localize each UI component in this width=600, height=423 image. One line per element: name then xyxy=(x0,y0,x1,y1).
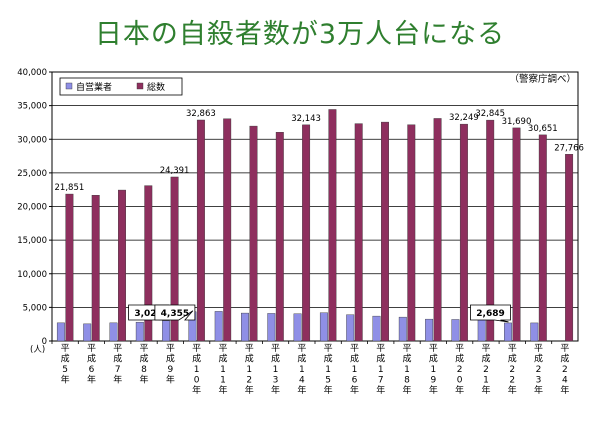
y-tick-label: 20,000 xyxy=(17,203,47,213)
x-tick-label: 平成 2 4 年 xyxy=(560,343,569,396)
bar-total xyxy=(118,189,126,342)
bar-self-employed xyxy=(267,313,276,342)
x-tick-label: 平成 1 6 年 xyxy=(350,343,359,396)
bar-total xyxy=(65,193,74,342)
callout-label: 2,689 xyxy=(476,309,504,319)
callout-label: 4,355 xyxy=(161,309,189,319)
data-label: 32,863 xyxy=(186,109,216,119)
bar-self-employed xyxy=(425,318,434,342)
source-note: （警察庁調べ） xyxy=(509,73,576,85)
bar-total xyxy=(302,124,311,342)
bar-total xyxy=(196,119,205,342)
x-tick-label: 平成 8 年 xyxy=(140,343,149,386)
legend-label-total: 総数 xyxy=(147,81,165,93)
bar-self-employed xyxy=(56,322,65,342)
x-tick-label: 平成 2 1 年 xyxy=(481,343,490,396)
x-tick-label: 平成 6 年 xyxy=(87,343,96,386)
bar-self-employed xyxy=(293,313,302,342)
bar-self-employed xyxy=(398,316,407,342)
x-tick-label: 平成 1 9 年 xyxy=(429,343,438,396)
bar-total xyxy=(538,134,547,342)
bar-self-employed xyxy=(162,320,171,342)
bar-self-employed xyxy=(346,314,355,342)
y-tick-label: 10,000 xyxy=(17,270,47,280)
unit-label: (人) xyxy=(30,345,45,355)
x-tick-label: 平成 7 年 xyxy=(113,343,122,386)
legend xyxy=(59,77,183,96)
x-tick-label: 平成 1 0 年 xyxy=(192,343,201,396)
bar-total xyxy=(486,119,495,342)
x-tick-label: 平成 9 年 xyxy=(166,343,175,386)
x-tick-label: 平成 2 2 年 xyxy=(508,343,517,396)
legend-label-self-employed: 自営業者 xyxy=(76,81,112,93)
bar-total xyxy=(407,124,416,342)
bar-total xyxy=(144,185,153,342)
callout-shape xyxy=(154,304,196,321)
y-tick-label: 30,000 xyxy=(17,135,47,145)
callout-shape xyxy=(470,304,511,323)
x-tick-label: 平成 1 7 年 xyxy=(376,343,385,396)
bar-total xyxy=(354,123,363,342)
bar-self-employed xyxy=(477,319,486,342)
legend-swatch-self-employed xyxy=(65,82,73,90)
data-label: 27,766 xyxy=(554,143,584,153)
x-tick-label: 平成 2 0 年 xyxy=(455,343,464,396)
bar-self-employed xyxy=(109,322,118,342)
data-label: 21,851 xyxy=(55,183,85,193)
bar-total xyxy=(91,195,100,342)
x-tick-label: 平成 5 年 xyxy=(61,343,70,386)
bar-self-employed xyxy=(504,322,512,342)
y-tick-label: 40,000 xyxy=(17,68,47,78)
y-tick-label: 25,000 xyxy=(17,169,47,179)
legend-swatch-total xyxy=(136,82,144,90)
data-label: 30,651 xyxy=(528,124,558,134)
data-label: 32,143 xyxy=(291,114,321,124)
bar-self-employed xyxy=(214,311,223,342)
callout-box: 4,355 xyxy=(154,304,196,321)
y-tick-label: 5,000 xyxy=(23,303,47,313)
callout-box: 2,689 xyxy=(470,304,511,323)
bar-total xyxy=(275,132,284,342)
bar-self-employed xyxy=(135,321,144,342)
bar-total xyxy=(223,118,232,342)
x-tick-label: 平成 2 3 年 xyxy=(534,343,543,396)
x-tick-label: 平成 1 4 年 xyxy=(297,343,306,396)
bar-self-employed xyxy=(83,323,92,342)
bar-total xyxy=(433,118,442,342)
data-label: 32,845 xyxy=(475,109,505,119)
data-label: 24,391 xyxy=(160,166,190,176)
bar-total xyxy=(381,121,389,342)
data-label: 32,249 xyxy=(449,113,479,123)
y-tick-label: 0 xyxy=(42,337,47,347)
x-tick-label: 平成 1 5 年 xyxy=(324,343,333,396)
bar-total xyxy=(459,123,468,342)
x-tick-label: 平成 1 3 年 xyxy=(271,343,280,396)
x-tick-label: 平成 1 8 年 xyxy=(403,343,412,396)
y-tick-label: 15,000 xyxy=(17,236,47,246)
bar-self-employed xyxy=(372,315,381,342)
callout-label: 3,029 xyxy=(134,309,162,319)
bar-total xyxy=(565,154,574,342)
bar-self-employed xyxy=(530,322,539,342)
y-tick-label: 35,000 xyxy=(17,102,47,112)
bar-total xyxy=(170,176,179,342)
bar-total xyxy=(328,109,337,342)
bar-total xyxy=(512,127,521,342)
bar-self-employed xyxy=(451,319,460,342)
bar-total xyxy=(249,125,258,342)
page-title: 日本の自殺者数が3万人台になる xyxy=(94,19,506,50)
x-tick-label: 平成 1 2 年 xyxy=(245,343,254,396)
bar-self-employed xyxy=(241,312,249,342)
data-label: 31,690 xyxy=(502,117,532,127)
x-tick-label: 平成 1 1 年 xyxy=(218,343,227,396)
bar-self-employed xyxy=(319,312,328,342)
